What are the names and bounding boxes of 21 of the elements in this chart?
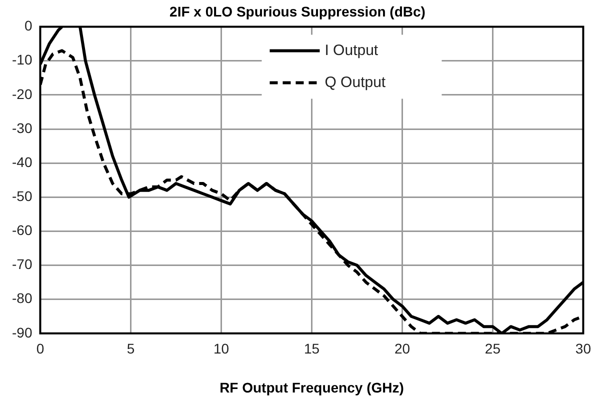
- x-tick-label: 10: [213, 340, 230, 357]
- y-tick-label: 0: [24, 18, 32, 34]
- x-tick-label: 25: [484, 340, 501, 357]
- x-axis-title: RF Output Frequency (GHz): [220, 379, 404, 396]
- y-tick-label: -30: [12, 120, 32, 136]
- x-tick-label: 20: [394, 340, 410, 357]
- chart-title: 2IF x 0LO Spurious Suppression (dBc): [170, 3, 426, 20]
- x-tick-label: 0: [36, 340, 44, 357]
- x-tick-label: 5: [126, 340, 135, 357]
- y-tick-label: -50: [12, 188, 32, 204]
- x-tick-label: 30: [575, 340, 592, 357]
- y-tick-label: -80: [12, 290, 32, 306]
- y-tick-label: -90: [12, 324, 32, 340]
- y-tick-label: -70: [12, 256, 32, 272]
- y-tick-label: -10: [12, 52, 32, 68]
- y-tick-label: -20: [12, 86, 32, 102]
- y-tick-label: -60: [12, 222, 32, 238]
- x-tick-label: 15: [304, 340, 320, 357]
- y-tick-label: -40: [12, 154, 32, 170]
- legend-label: I Output: [324, 42, 379, 59]
- legend-label: Q Output: [324, 74, 386, 91]
